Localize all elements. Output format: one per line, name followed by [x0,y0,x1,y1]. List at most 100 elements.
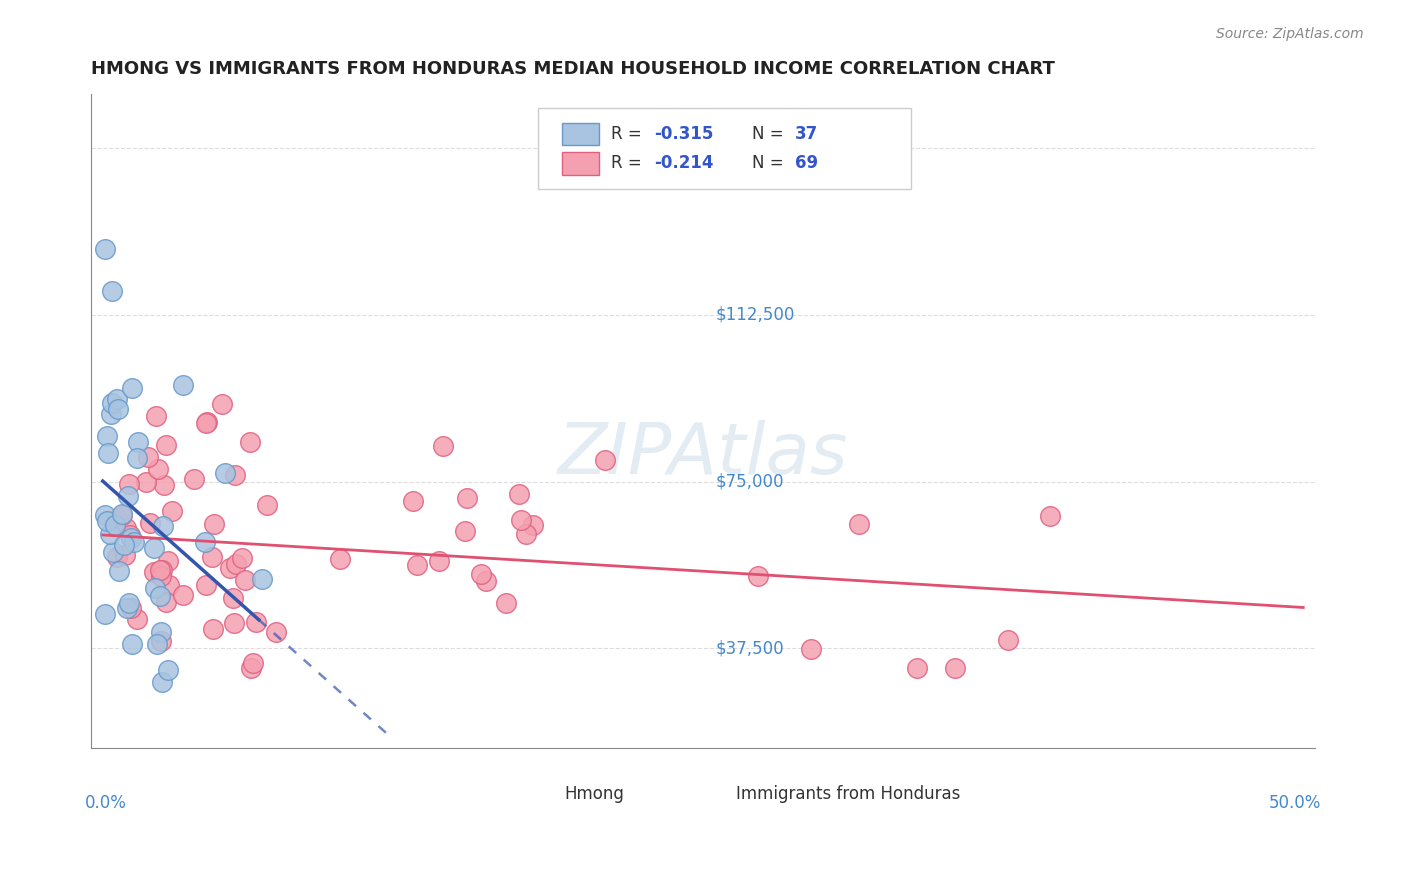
Point [101,284,124,298]
Point [239,661,262,675]
Point [224,467,246,482]
Point [150,633,173,648]
Point [108,564,131,578]
Point [120,600,142,615]
Text: HMONG VS IMMIGRANTS FROM HONDURAS MEDIAN HOUSEHOLD INCOME CORRELATION CHART: HMONG VS IMMIGRANTS FROM HONDURAS MEDIAN… [91,60,1055,78]
Point [138,450,160,465]
Text: Hmong: Hmong [565,785,624,804]
Point [242,656,264,670]
Point [157,554,180,568]
Point [105,392,128,406]
Text: -0.315: -0.315 [654,125,713,143]
Point [239,434,262,449]
Point [115,600,138,615]
Point [143,566,166,580]
Point [112,539,135,553]
Point [510,513,533,527]
Point [194,535,217,549]
Point [145,409,167,424]
Point [139,516,162,531]
Text: R =: R = [612,154,647,172]
Point [118,476,141,491]
Point [96,514,118,528]
Point [907,661,929,675]
Point [135,475,157,489]
Text: 0.0%: 0.0% [84,794,127,813]
Point [214,467,236,481]
Point [114,549,136,563]
Point [150,569,173,583]
FancyBboxPatch shape [531,786,558,804]
FancyBboxPatch shape [537,108,911,189]
Point [160,504,183,518]
Point [121,381,143,395]
Point [172,377,194,392]
Point [800,641,823,656]
Point [222,616,245,631]
Point [150,625,173,640]
Text: $112,500: $112,500 [716,306,794,324]
Point [155,594,177,608]
Point [125,450,148,465]
Point [219,560,242,574]
Text: N =: N = [752,125,789,143]
Point [202,517,225,532]
Text: Immigrants from Honduras: Immigrants from Honduras [737,785,960,804]
Point [943,661,966,675]
Point [515,527,537,541]
Point [101,395,124,409]
Point [508,487,530,501]
Point [146,462,169,476]
Point [454,524,477,538]
Point [183,472,205,486]
Point [117,489,139,503]
Point [118,596,141,610]
Point [152,477,174,491]
Point [150,563,173,577]
Point [747,569,769,583]
Point [211,397,233,411]
Point [172,588,194,602]
Point [221,591,243,605]
Point [118,527,141,541]
Point [104,518,127,533]
Point [432,439,454,453]
Text: 50.0%: 50.0% [1270,794,1322,813]
Point [470,566,492,581]
Point [256,499,278,513]
Point [101,544,124,558]
Point [156,663,179,677]
Text: R =: R = [612,125,647,143]
Point [100,407,122,421]
Point [146,636,169,650]
Point [152,518,174,533]
Text: Source: ZipAtlas.com: Source: ZipAtlas.com [1216,27,1364,41]
Point [120,531,142,545]
Point [127,435,149,450]
Point [233,573,256,587]
Text: $75,000: $75,000 [716,473,783,491]
FancyBboxPatch shape [562,152,599,175]
Point [195,415,218,429]
Point [401,494,423,508]
Point [107,402,129,417]
Point [264,624,287,639]
Point [593,453,616,467]
Point [96,429,118,443]
Text: 37: 37 [794,125,818,143]
Point [202,623,225,637]
Point [231,551,253,566]
Point [94,508,117,523]
Point [111,507,134,521]
FancyBboxPatch shape [562,122,599,145]
Point [115,521,138,535]
Point [105,512,128,526]
Point [149,563,172,577]
Point [427,554,450,568]
Text: ZIPAtlas: ZIPAtlas [558,419,848,489]
Text: -0.214: -0.214 [654,154,713,172]
Point [495,596,517,610]
Point [848,516,870,531]
Point [997,632,1019,647]
Point [94,242,117,256]
